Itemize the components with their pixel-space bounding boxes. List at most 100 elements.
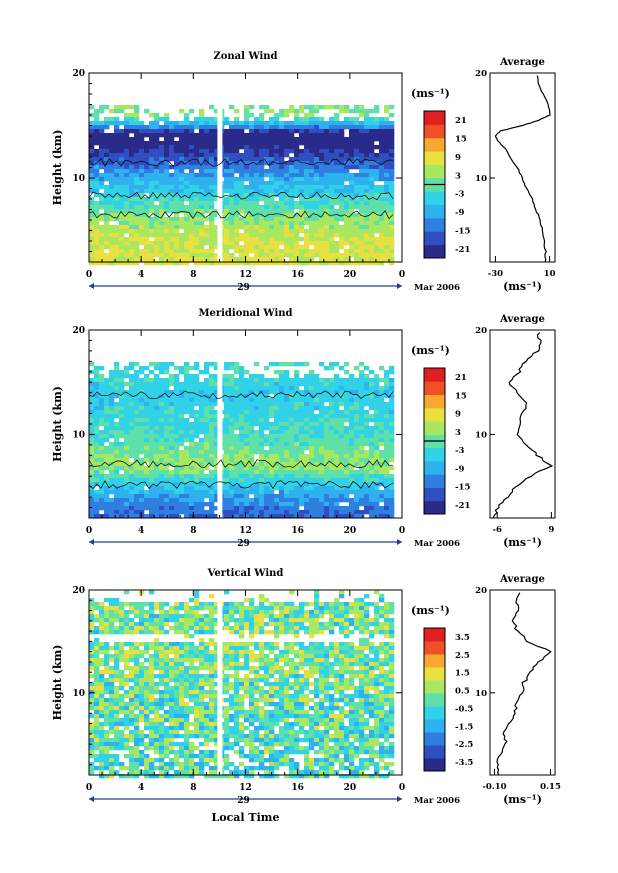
panel-2: Meridional Wind 0 4 8 12 16 20 0 10 20 Height (km)… — [51, 308, 556, 549]
colorbar-tick-label: -3 — [455, 190, 465, 200]
x-axis-title: Local Time — [212, 811, 280, 824]
x-tick-label: 20 — [344, 270, 357, 280]
panel-1: Zonal Wind 0 4 8 12 16 20 0 10 20 Height (km) 29 Mar… — [51, 51, 556, 293]
x-tick-label: 0 — [399, 783, 405, 793]
colorbar-tick-label: 21 — [455, 116, 467, 126]
x-tick-label: 20 — [344, 783, 357, 793]
colorbar-swatch — [424, 693, 445, 707]
x-tick-label: 16 — [291, 526, 304, 536]
day-axis-arrow — [397, 283, 402, 289]
average-profile-line — [492, 332, 554, 519]
x-tick-label: 8 — [190, 783, 196, 793]
heatmap-field — [89, 590, 395, 779]
day-label: 29 — [237, 539, 250, 549]
colorbar-swatch — [424, 500, 445, 515]
colorbar-tick-label: -3.5 — [455, 758, 473, 768]
x-tick-label: 12 — [239, 526, 252, 536]
colorbar-swatch — [424, 124, 445, 139]
colorbar-swatch — [424, 231, 445, 246]
average-y-tick-label: 20 — [475, 69, 487, 79]
day-axis-arrow — [89, 539, 94, 545]
contour-line — [88, 390, 394, 400]
day-label: 29 — [237, 796, 250, 806]
x-tick-label: 8 — [190, 526, 196, 536]
colorbar-swatch — [424, 204, 445, 219]
average-x-tick-label: -30 — [488, 269, 503, 279]
y-tick-label: 10 — [72, 430, 85, 440]
colorbar-tick-label: 21 — [455, 373, 467, 383]
colorbar-swatch — [424, 244, 445, 259]
date-label: Mar 2006 — [414, 796, 460, 806]
x-tick-label: 0 — [86, 270, 92, 280]
average-title: Average — [499, 57, 545, 68]
average-y-tick-label: 10 — [475, 430, 487, 440]
colorbar-swatch — [424, 745, 445, 759]
day-axis-arrow — [89, 283, 94, 289]
average-x-title: (ms⁻¹) — [503, 280, 542, 293]
x-tick-label: 0 — [399, 270, 405, 280]
colorbar-tick-label: -9 — [455, 208, 465, 218]
contour-line — [88, 191, 394, 201]
colorbar-tick-label: 3 — [455, 171, 461, 181]
average-x-tick-label: 9 — [548, 525, 554, 535]
average-x-tick-label: 10 — [544, 269, 556, 279]
x-tick-label: 12 — [239, 783, 252, 793]
heatmap-field — [89, 362, 395, 519]
colorbar: 21 15 9 3 -3 -9 -15 -21 (ms⁻¹) — [411, 87, 470, 259]
x-tick-label: 4 — [138, 270, 144, 280]
average-y-tick-label: 10 — [475, 174, 487, 184]
y-tick-label: 20 — [72, 586, 85, 596]
average-frame — [489, 72, 556, 263]
colorbar-swatch — [424, 191, 445, 206]
data-gap — [217, 330, 223, 518]
day-axis-arrow — [397, 796, 402, 802]
colorbar-swatch — [424, 151, 445, 165]
y-axis-title: Height (km) — [51, 130, 64, 206]
colorbar-swatch — [424, 407, 445, 422]
colorbar-unit: (ms⁻¹) — [411, 604, 450, 617]
day-axis-arrow — [89, 796, 94, 802]
average-y-tick-label: 20 — [475, 586, 487, 596]
average-title: Average — [499, 314, 545, 325]
colorbar-tick-label: -21 — [455, 501, 470, 511]
colorbar-swatch — [424, 394, 445, 409]
colorbar-swatch — [424, 732, 445, 746]
x-tick-label: 4 — [138, 526, 144, 536]
y-axis-title: Height (km) — [51, 645, 64, 721]
average-x-title: (ms⁻¹) — [503, 793, 542, 806]
contour-line — [88, 459, 394, 469]
x-tick-label: 12 — [239, 270, 252, 280]
contour-line — [88, 157, 394, 167]
colorbar-tick-label: -9 — [455, 464, 465, 474]
y-tick-label: 10 — [72, 174, 85, 184]
contour-line — [88, 210, 394, 220]
colorbar-swatch — [424, 758, 445, 772]
y-axis-title: Height (km) — [51, 386, 64, 462]
colorbar-tick-label: 0.5 — [455, 687, 470, 697]
colorbar-unit: (ms⁻¹) — [411, 87, 450, 100]
colorbar-swatch — [424, 111, 445, 125]
colorbar-frame — [423, 627, 446, 772]
colorbar-swatch — [424, 487, 445, 502]
x-tick-label: 0 — [399, 526, 405, 536]
colorbar-swatch — [424, 447, 445, 462]
data-gap — [217, 73, 223, 262]
colorbar-tick-label: -2.5 — [455, 740, 473, 750]
colorbar-swatch — [424, 217, 445, 232]
colorbar: 3.5 2.5 1.5 0.5 -0.5 -1.5 -2.5 -3.5 (ms⁻¹) — [411, 604, 473, 772]
x-tick-label: 4 — [138, 783, 144, 793]
colorbar-swatch — [424, 628, 445, 642]
contour-line — [88, 479, 394, 490]
colorbar-swatch — [424, 460, 445, 475]
contour-lines — [88, 157, 394, 220]
colorbar-tick-label: 3 — [455, 428, 461, 438]
average-x-tick-label: -6 — [492, 525, 502, 535]
colorbar-swatch — [424, 164, 445, 179]
colorbar-tick-label: -15 — [455, 483, 470, 493]
colorbar-tick-label: -3 — [455, 446, 465, 456]
x-tick-label: 16 — [291, 270, 304, 280]
colorbar-swatch — [424, 719, 445, 733]
colorbar-swatch — [424, 421, 445, 435]
average-profile-line — [496, 592, 552, 776]
date-label: Mar 2006 — [414, 539, 460, 549]
